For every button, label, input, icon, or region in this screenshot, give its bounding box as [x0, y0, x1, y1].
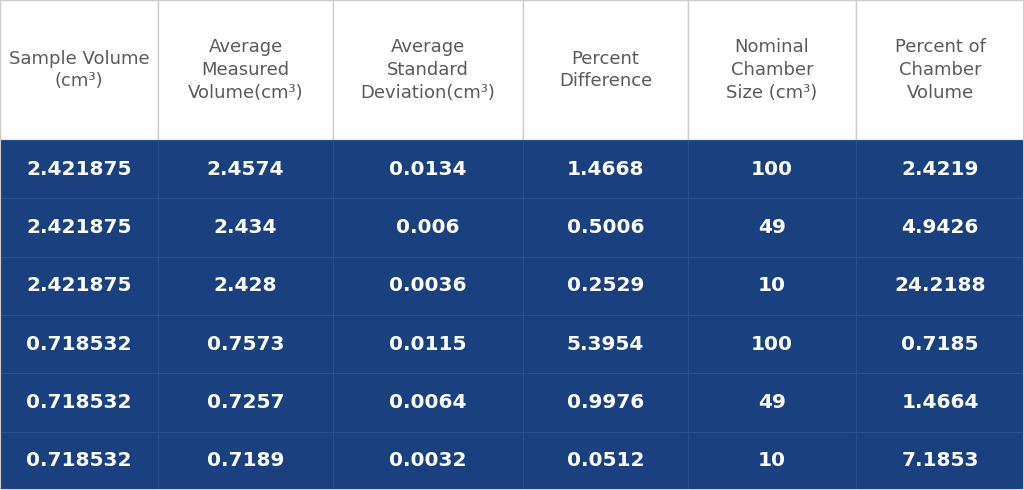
Text: Nominal
Chamber
Size (cm³): Nominal Chamber Size (cm³): [726, 38, 817, 102]
Bar: [0, 373, 158, 432]
Bar: [523, 432, 688, 490]
Text: 0.0036: 0.0036: [389, 276, 467, 295]
Bar: [523, 0, 688, 140]
Bar: [333, 0, 523, 140]
Text: 0.9976: 0.9976: [567, 393, 644, 412]
Text: 0.7257: 0.7257: [207, 393, 285, 412]
Text: 10: 10: [758, 451, 786, 470]
Text: Percent of
Chamber
Volume: Percent of Chamber Volume: [895, 38, 985, 102]
Bar: [158, 140, 333, 198]
Bar: [856, 140, 1024, 198]
Text: 2.428: 2.428: [214, 276, 278, 295]
Text: 2.421875: 2.421875: [27, 218, 132, 237]
Bar: [523, 315, 688, 373]
Bar: [856, 198, 1024, 257]
Text: 2.4574: 2.4574: [207, 160, 285, 179]
Bar: [0, 0, 158, 140]
Text: 0.0134: 0.0134: [389, 160, 467, 179]
Bar: [333, 373, 523, 432]
Bar: [158, 0, 333, 140]
Text: 0.718532: 0.718532: [27, 335, 132, 354]
Bar: [333, 432, 523, 490]
Text: 1.4668: 1.4668: [566, 160, 644, 179]
Text: Percent
Difference: Percent Difference: [559, 49, 652, 91]
Text: Average
Standard
Deviation(cm³): Average Standard Deviation(cm³): [360, 38, 496, 102]
Bar: [688, 373, 856, 432]
Text: 5.3954: 5.3954: [567, 335, 644, 354]
Bar: [158, 257, 333, 315]
Text: 0.718532: 0.718532: [27, 451, 132, 470]
Text: Average
Measured
Volume(cm³): Average Measured Volume(cm³): [187, 38, 303, 102]
Text: 49: 49: [758, 218, 786, 237]
Bar: [333, 257, 523, 315]
Bar: [0, 257, 158, 315]
Text: 100: 100: [751, 335, 793, 354]
Bar: [158, 373, 333, 432]
Bar: [158, 432, 333, 490]
Bar: [856, 373, 1024, 432]
Bar: [523, 140, 688, 198]
Bar: [856, 432, 1024, 490]
Text: 0.0064: 0.0064: [389, 393, 467, 412]
Bar: [333, 198, 523, 257]
Bar: [856, 257, 1024, 315]
Text: 0.5006: 0.5006: [566, 218, 644, 237]
Bar: [856, 0, 1024, 140]
Text: 2.4219: 2.4219: [901, 160, 979, 179]
Bar: [688, 257, 856, 315]
Bar: [688, 0, 856, 140]
Text: 0.0115: 0.0115: [389, 335, 467, 354]
Text: 0.006: 0.006: [396, 218, 460, 237]
Bar: [523, 198, 688, 257]
Bar: [688, 198, 856, 257]
Bar: [0, 198, 158, 257]
Text: 49: 49: [758, 393, 786, 412]
Text: Sample Volume
(cm³): Sample Volume (cm³): [8, 49, 150, 91]
Bar: [688, 315, 856, 373]
Text: 0.7573: 0.7573: [207, 335, 285, 354]
Bar: [333, 140, 523, 198]
Text: 2.421875: 2.421875: [27, 160, 132, 179]
Bar: [0, 315, 158, 373]
Text: 7.1853: 7.1853: [901, 451, 979, 470]
Bar: [0, 432, 158, 490]
Text: 0.718532: 0.718532: [27, 393, 132, 412]
Text: 1.4664: 1.4664: [901, 393, 979, 412]
Bar: [333, 315, 523, 373]
Text: 10: 10: [758, 276, 786, 295]
Bar: [523, 373, 688, 432]
Text: 100: 100: [751, 160, 793, 179]
Bar: [0, 140, 158, 198]
Text: 0.2529: 0.2529: [567, 276, 644, 295]
Text: 2.421875: 2.421875: [27, 276, 132, 295]
Text: 0.0032: 0.0032: [389, 451, 467, 470]
Text: 0.7185: 0.7185: [901, 335, 979, 354]
Text: 4.9426: 4.9426: [901, 218, 979, 237]
Text: 0.7189: 0.7189: [207, 451, 285, 470]
Bar: [158, 315, 333, 373]
Text: 24.2188: 24.2188: [894, 276, 986, 295]
Text: 0.0512: 0.0512: [566, 451, 644, 470]
Bar: [523, 257, 688, 315]
Bar: [856, 315, 1024, 373]
Bar: [688, 432, 856, 490]
Bar: [688, 140, 856, 198]
Bar: [158, 198, 333, 257]
Text: 2.434: 2.434: [214, 218, 278, 237]
